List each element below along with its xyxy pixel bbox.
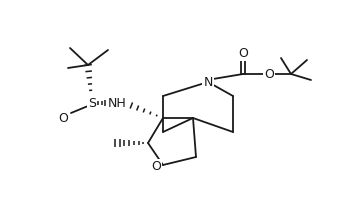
Text: S: S xyxy=(88,96,96,110)
Text: O: O xyxy=(238,47,248,60)
Text: O: O xyxy=(58,111,68,124)
Text: N: N xyxy=(203,76,213,89)
Text: O: O xyxy=(264,68,274,81)
Text: NH: NH xyxy=(108,96,127,110)
Text: O: O xyxy=(151,160,161,173)
